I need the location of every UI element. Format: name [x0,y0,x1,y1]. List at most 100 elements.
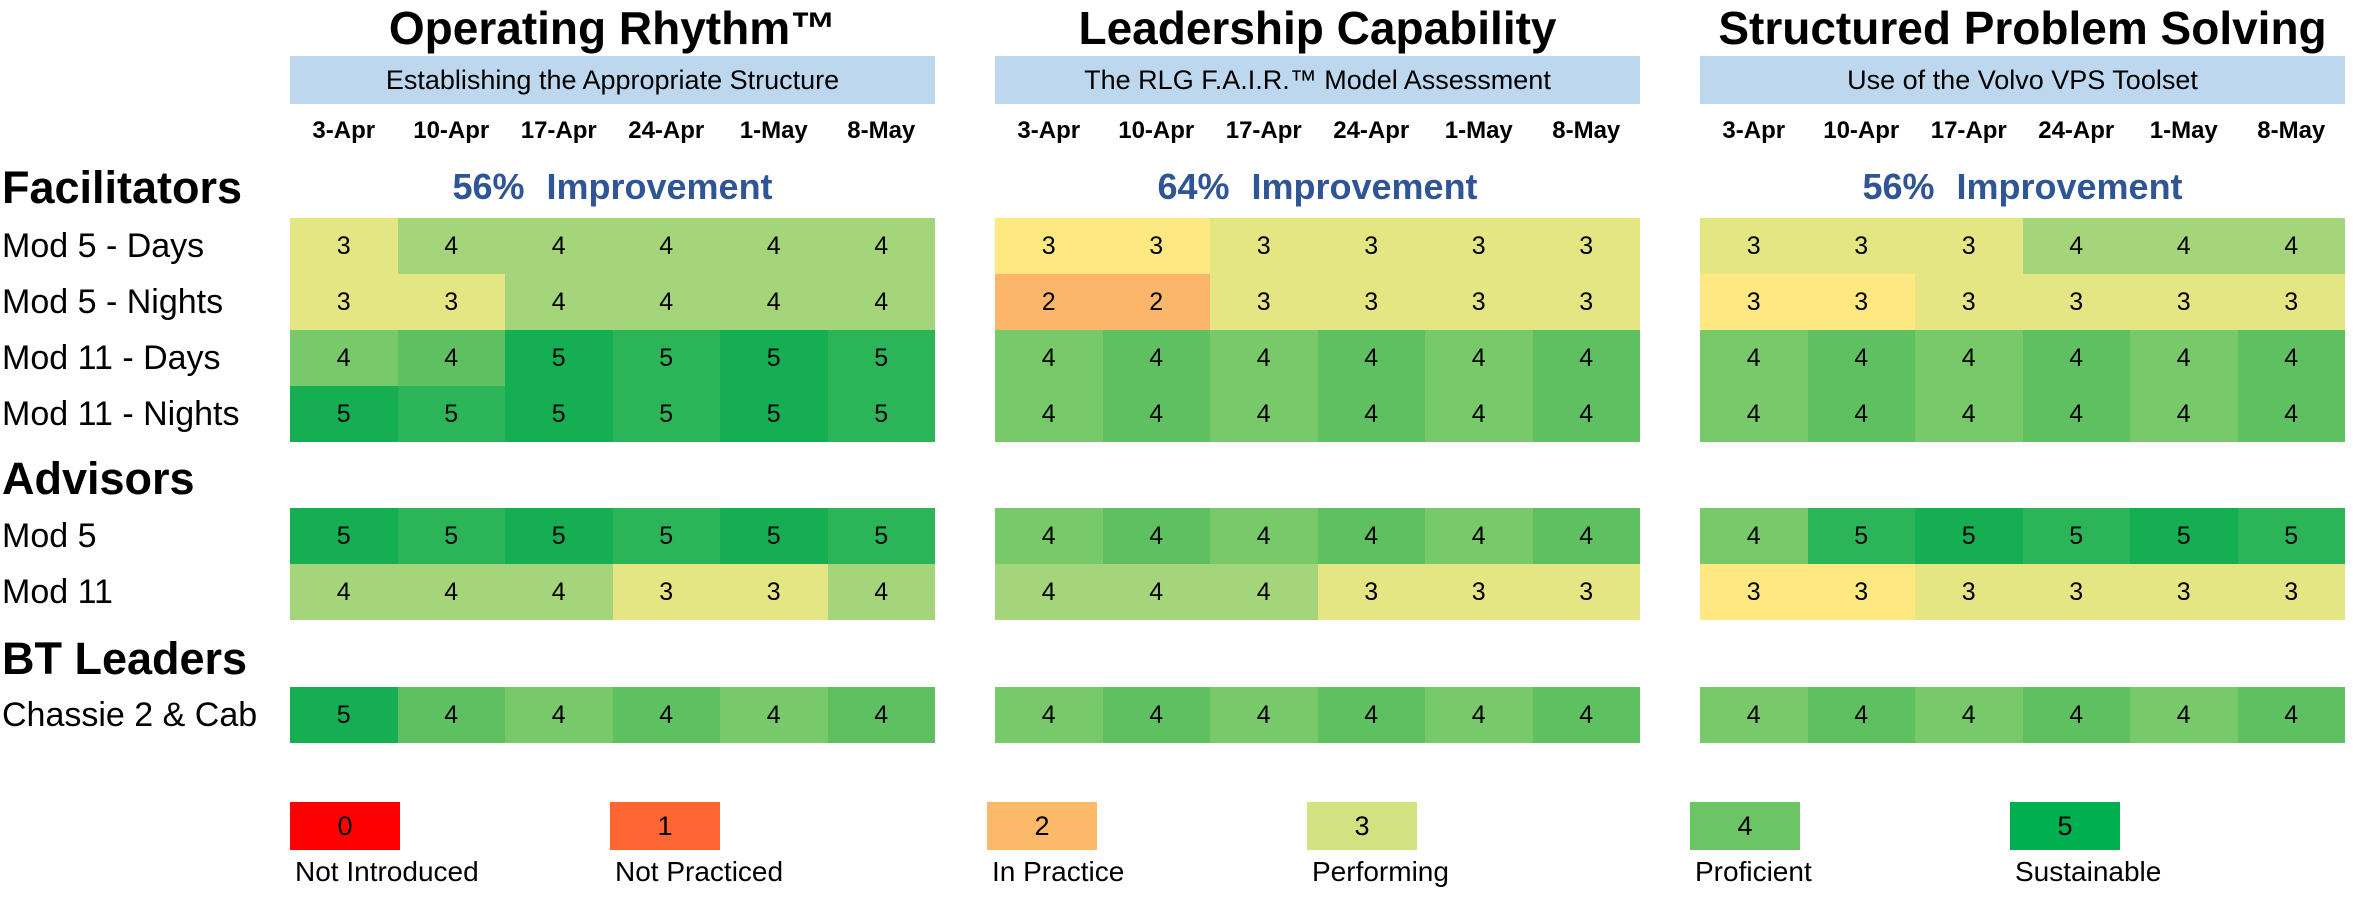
legend-label: Not Practiced [615,856,784,887]
heatmap-cell: 3 [1915,274,2023,330]
heatmap-cell: 4 [1807,330,1915,386]
heatmap-cell: 5 [720,508,828,564]
row-label: Mod 5 [2,517,97,555]
legend-label: In Practice [992,856,1125,887]
heatmap-cell: 4 [1807,687,1915,743]
heatmap-cell: 4 [1425,687,1533,743]
heatmap-cell: 4 [2130,330,2238,386]
date-column-header: 17-Apr [1930,117,2007,144]
legend-swatch: 0 [290,802,400,850]
legend-label: Performing [1312,856,1449,887]
heatmap-cell: 4 [505,274,613,330]
heatmap-cell: 4 [1210,330,1318,386]
heatmap-cell: 5 [827,508,935,564]
heatmap-cell: 3 [2130,564,2238,620]
row-label: Mod 11 [2,573,113,611]
heatmap-cell: 4 [2022,330,2130,386]
heatmap-cell: 4 [1532,330,1640,386]
heatmap-cell: 3 [2130,274,2238,330]
heatmap-cell: 5 [505,330,613,386]
heatmap-cell: 3 [1532,218,1640,274]
heatmap-cell: 3 [290,274,398,330]
heatmap-cell: 5 [505,508,613,564]
row-label: Mod 5 - Days [2,227,205,265]
date-column-header: 24-Apr [628,117,705,144]
heatmap-cell: 4 [720,274,828,330]
heatmap-cell: 3 [995,218,1103,274]
heatmap-cell: 4 [1210,386,1318,442]
legend-swatch: 5 [2010,802,2120,850]
heatmap-cell: 4 [505,687,613,743]
heatmap-cell: 4 [1700,508,1808,564]
group-label: Facilitators [2,162,243,213]
heatmap-cell: 4 [2237,386,2345,442]
heatmap-cell: 4 [1700,330,1808,386]
heatmap-cell: 4 [1210,687,1318,743]
heatmap-cell: 4 [995,386,1103,442]
heatmap-cell: 5 [290,386,398,442]
heatmap-cell: 4 [827,564,935,620]
heatmap-cell: 4 [2022,218,2130,274]
heatmap-cell: 4 [612,218,720,274]
heatmap-cell: 4 [1102,687,1210,743]
heatmap-cell: 4 [2237,687,2345,743]
date-column-header: 1-May [2149,117,2218,144]
heatmap-cell: 4 [290,330,398,386]
heatmap-cell: 4 [1425,330,1533,386]
heatmap-cell: 4 [2237,218,2345,274]
heatmap-cell: 4 [720,218,828,274]
heatmap-cell: 5 [612,386,720,442]
date-column-header: 10-Apr [413,117,490,144]
heatmap-cell: 4 [505,218,613,274]
heatmap-cell: 4 [995,330,1103,386]
heatmap-cell: 5 [505,386,613,442]
heatmap-cell: 4 [1102,386,1210,442]
heatmap-cell: 4 [1425,508,1533,564]
heatmap-cell: 4 [1700,386,1808,442]
heatmap-cell: 4 [505,564,613,620]
heatmap-cell: 4 [397,218,505,274]
legend-swatch: 2 [987,802,1097,850]
heatmap-cell: 5 [397,508,505,564]
heatmap-cell: 3 [1102,218,1210,274]
heatmap-cell: 5 [290,687,398,743]
improvement-label: 64% Improvement [1157,166,1478,207]
date-column-header: 3-Apr [1722,117,1786,144]
heatmap-cell: 4 [827,218,935,274]
date-column-header: 24-Apr [1333,117,1410,144]
heatmap-cell: 5 [612,508,720,564]
heatmap-cell: 3 [1532,564,1640,620]
date-column-header: 8-May [2257,117,2326,144]
heatmap-cell: 4 [1807,386,1915,442]
heatmap-cell: 4 [1210,564,1318,620]
heatmap-cell: 5 [1807,508,1915,564]
panel-title: Leadership Capability [1078,2,1557,54]
heatmap-cell: 5 [827,330,935,386]
heatmap-cell: 3 [1317,564,1425,620]
heatmap-cell: 5 [290,508,398,564]
heatmap-cell: 3 [1807,274,1915,330]
heatmap-cell: 4 [1915,386,2023,442]
date-column-header: 1-May [739,117,808,144]
panel-subtitle: The RLG F.A.I.R.™ Model Assessment [995,56,1640,104]
heatmap-cell: 4 [1210,508,1318,564]
heatmap-cell: 4 [827,687,935,743]
date-column-header: 10-Apr [1823,117,1900,144]
date-column-header: 3-Apr [1017,117,1081,144]
heatmap-cell: 4 [2130,386,2238,442]
group-label: BT Leaders [2,633,248,684]
heatmap-cell: 5 [2130,508,2238,564]
heatmap-cell: 3 [612,564,720,620]
heatmap-cell: 3 [1210,274,1318,330]
heatmap-cell: 4 [1700,687,1808,743]
heatmap-cell: 3 [1425,564,1533,620]
heatmap-cell: 5 [1915,508,2023,564]
date-column-header: 3-Apr [312,117,376,144]
heatmap-cell: 5 [720,330,828,386]
heatmap-cell: 4 [1102,508,1210,564]
heatmap-cell: 4 [827,274,935,330]
heatmap-cell: 4 [2022,687,2130,743]
heatmap-cell: 4 [2022,386,2130,442]
improvement-label: 56% Improvement [1862,166,2183,207]
heatmap-cell: 3 [1915,218,2023,274]
